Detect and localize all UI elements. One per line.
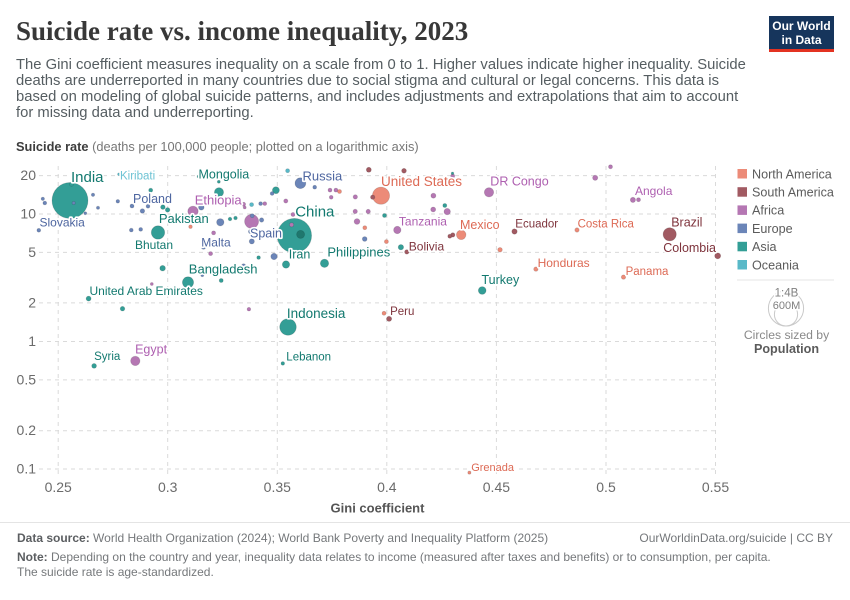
svg-text:Spain: Spain	[250, 226, 282, 240]
svg-text:Bangladesh: Bangladesh	[189, 261, 258, 276]
svg-text:United States: United States	[381, 174, 462, 189]
svg-text:0.5: 0.5	[596, 479, 616, 495]
svg-text:Mongolia: Mongolia	[199, 168, 250, 182]
svg-text:0.5: 0.5	[17, 371, 37, 387]
svg-text:Costa Rica: Costa Rica	[578, 218, 635, 230]
svg-text:Circles sized by: Circles sized by	[744, 328, 830, 342]
svg-text:United Arab Emirates: United Arab Emirates	[90, 284, 203, 298]
svg-text:Malta: Malta	[201, 235, 231, 249]
svg-text:Brazil: Brazil	[671, 216, 702, 230]
svg-text:0.55: 0.55	[702, 479, 729, 495]
svg-text:Turkey: Turkey	[482, 273, 520, 287]
svg-text:Russia: Russia	[303, 169, 344, 184]
svg-text:Honduras: Honduras	[538, 256, 590, 270]
svg-text:Tanzania: Tanzania	[399, 215, 447, 229]
svg-text:South America: South America	[752, 186, 834, 200]
svg-text:1: 1	[28, 333, 36, 349]
svg-text:600M: 600M	[773, 300, 801, 312]
svg-text:0.25: 0.25	[45, 479, 72, 495]
svg-text:0.45: 0.45	[483, 479, 510, 495]
svg-text:Europe: Europe	[752, 222, 793, 236]
svg-text:Philippines: Philippines	[327, 245, 390, 260]
svg-text:Ecuador: Ecuador	[515, 219, 558, 231]
svg-text:Bolivia: Bolivia	[409, 239, 445, 253]
svg-text:Ethiopia: Ethiopia	[195, 192, 243, 207]
svg-text:Africa: Africa	[752, 204, 784, 218]
svg-text:North America: North America	[752, 167, 832, 181]
svg-text:1:4B: 1:4B	[775, 288, 799, 300]
svg-text:Gini coefficient: Gini coefficient	[331, 501, 426, 516]
svg-text:0.4: 0.4	[377, 479, 397, 495]
svg-text:2: 2	[28, 294, 36, 310]
svg-text:Egypt: Egypt	[135, 343, 167, 357]
svg-text:Colombia: Colombia	[663, 241, 716, 255]
svg-text:Iran: Iran	[289, 248, 311, 262]
svg-text:0.35: 0.35	[264, 479, 291, 495]
svg-text:Peru: Peru	[390, 306, 414, 318]
svg-text:0.2: 0.2	[17, 422, 37, 438]
svg-text:Mexico: Mexico	[460, 218, 500, 232]
svg-text:Kiribati: Kiribati	[120, 171, 155, 183]
svg-text:10: 10	[20, 206, 36, 222]
svg-text:India: India	[71, 169, 104, 186]
svg-text:Slovakia: Slovakia	[40, 215, 86, 229]
svg-text:Bhutan: Bhutan	[135, 238, 173, 252]
svg-text:Angola: Angola	[635, 184, 673, 198]
svg-text:Panama: Panama	[626, 266, 669, 278]
svg-text:Indonesia: Indonesia	[287, 306, 346, 321]
svg-text:Oceania: Oceania	[752, 258, 799, 272]
svg-text:0.1: 0.1	[17, 461, 37, 477]
svg-text:20: 20	[20, 167, 36, 183]
svg-text:Lebanon: Lebanon	[286, 351, 331, 363]
svg-text:Pakistan: Pakistan	[159, 211, 209, 226]
svg-text:Grenada: Grenada	[471, 462, 515, 474]
svg-text:5: 5	[28, 244, 36, 260]
svg-text:DR Congo: DR Congo	[490, 175, 548, 189]
svg-text:Syria: Syria	[94, 351, 121, 363]
svg-text:Asia: Asia	[752, 240, 777, 254]
svg-text:China: China	[295, 203, 335, 220]
svg-text:Poland: Poland	[133, 192, 172, 206]
svg-text:Population: Population	[754, 342, 819, 356]
svg-text:0.3: 0.3	[158, 479, 178, 495]
